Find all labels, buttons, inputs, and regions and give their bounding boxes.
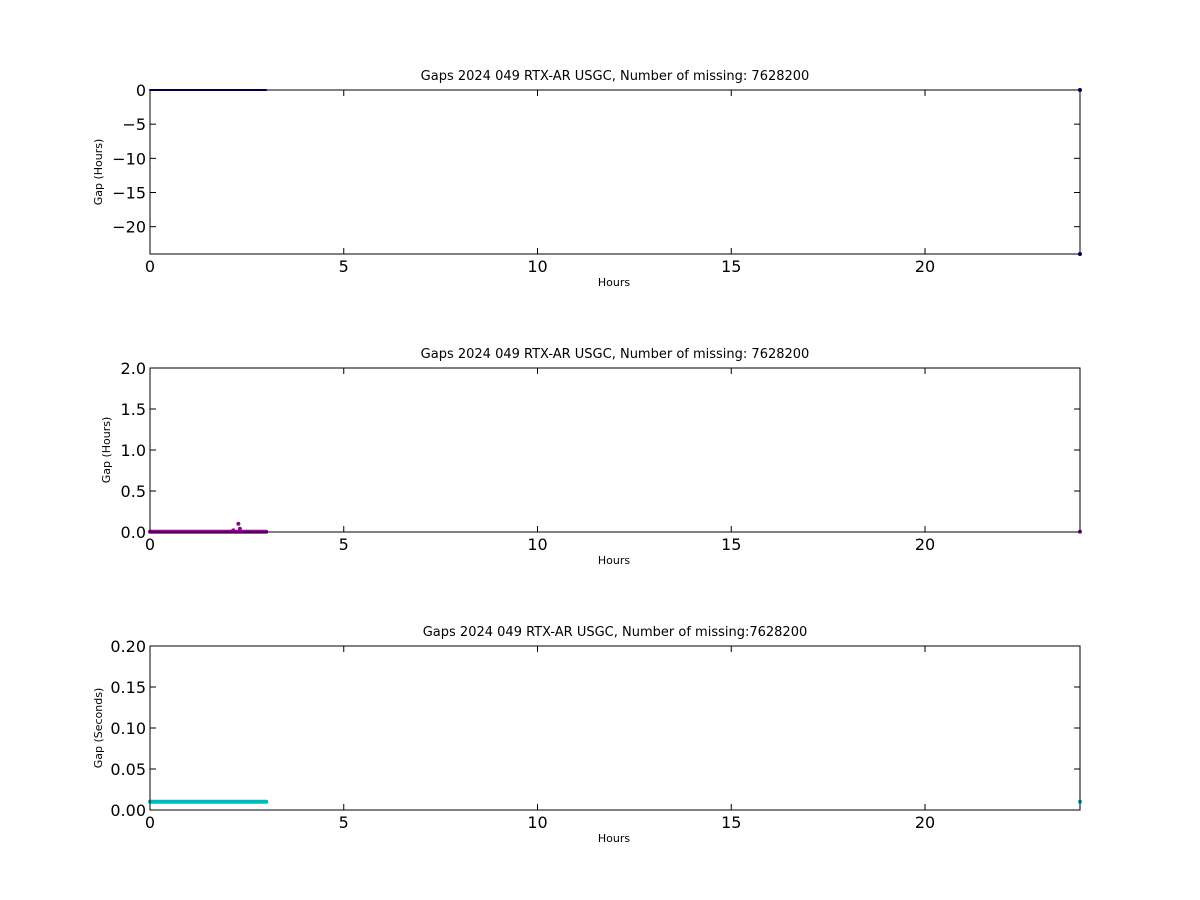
- y-tick-label: 0.10: [110, 719, 146, 738]
- axes-frame: [149, 367, 1081, 533]
- y-tick-label: 0.05: [110, 760, 146, 779]
- x-tick-label: 10: [527, 813, 547, 832]
- x-tick-label: 0: [145, 813, 155, 832]
- y-tick-label: 0.20: [110, 637, 146, 656]
- axes-frame: [149, 89, 1081, 255]
- y-tick-label: 1.5: [121, 400, 146, 419]
- y-tick-label: 0.5: [121, 482, 146, 501]
- chart-title: Gaps 2024 049 RTX-AR USGC, Number of mis…: [421, 69, 810, 84]
- y-tick-label: −5: [122, 115, 146, 134]
- data-point-2: [236, 521, 241, 526]
- x-axis-label: Hours: [598, 554, 630, 567]
- x-tick-label: 20: [915, 813, 935, 832]
- x-tick-label: 15: [721, 813, 741, 832]
- x-tick-label: 15: [721, 535, 741, 554]
- y-axis-label: Gap (Hours): [100, 417, 113, 484]
- subplot-3: Gaps 2024 049 RTX-AR USGC, Number of mis…: [92, 625, 1082, 845]
- subplot-1: Gaps 2024 049 RTX-AR USGC, Number of mis…: [92, 69, 1082, 289]
- x-tick-label: 0: [145, 535, 155, 554]
- y-tick-label: 0.00: [110, 801, 146, 820]
- x-tick-label: 5: [339, 257, 349, 276]
- y-axis-label: Gap (Seconds): [92, 688, 105, 769]
- y-tick-label: 0: [136, 81, 146, 100]
- x-tick-label: 10: [527, 257, 547, 276]
- y-tick-label: 1.0: [121, 441, 146, 460]
- y-tick-label: 0.0: [121, 523, 146, 542]
- x-tick-label: 5: [339, 535, 349, 554]
- x-axis-label: Hours: [598, 832, 630, 845]
- axes-frame: [149, 645, 1081, 811]
- x-tick-label: 15: [721, 257, 741, 276]
- x-axis-label: Hours: [598, 276, 630, 289]
- y-tick-label: −15: [112, 184, 146, 203]
- data-point-3: [237, 526, 242, 531]
- y-tick-label: −20: [112, 218, 146, 237]
- x-tick-label: 10: [527, 535, 547, 554]
- chart-title: Gaps 2024 049 RTX-AR USGC, Number of mis…: [421, 347, 810, 362]
- x-tick-label: 0: [145, 257, 155, 276]
- x-tick-label: 5: [339, 813, 349, 832]
- subplot-2: Gaps 2024 049 RTX-AR USGC, Number of mis…: [100, 347, 1082, 567]
- y-tick-label: −10: [112, 149, 146, 168]
- y-tick-label: 2.0: [121, 359, 146, 378]
- chart-title: Gaps 2024 049 RTX-AR USGC, Number of mis…: [423, 625, 808, 640]
- x-tick-label: 20: [915, 535, 935, 554]
- x-tick-label: 20: [915, 257, 935, 276]
- data-point-1: [231, 528, 236, 533]
- y-tick-label: 0.15: [110, 678, 146, 697]
- y-axis-label: Gap (Hours): [92, 139, 105, 206]
